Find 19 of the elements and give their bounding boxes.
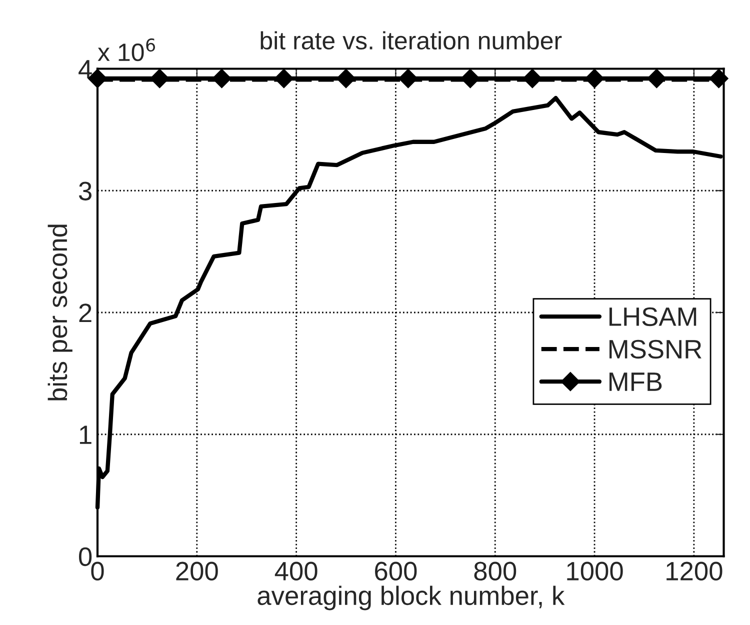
- x-axis-title: averaging block number, k: [258, 586, 565, 610]
- y-tick-label: 3: [78, 182, 92, 200]
- x-tick-label: 400: [274, 562, 318, 580]
- y-tick-label: 1: [80, 426, 92, 444]
- legend-label: MFB: [610, 372, 662, 391]
- x-tick-label: 800: [474, 562, 516, 580]
- x-tick-label: 0: [91, 562, 104, 580]
- y-tick-label: 2: [79, 304, 92, 322]
- y-tick-label: 4: [78, 60, 92, 78]
- chart-title: bit rate vs. iteration number: [260, 31, 562, 50]
- x-tick-label: 600: [375, 562, 417, 580]
- y-tick-label: 0: [78, 547, 92, 566]
- legend-label: LHSAM: [610, 307, 696, 326]
- text: x 10$^{6}$: [98, 38, 156, 62]
- x-tick-label: 1000: [567, 562, 623, 580]
- x-tick-label: 200: [176, 562, 218, 580]
- y-axis-title: bits per second: [48, 224, 72, 400]
- legend-label: MSSNR: [610, 340, 702, 359]
- x-tick-label: 1200: [666, 562, 722, 580]
